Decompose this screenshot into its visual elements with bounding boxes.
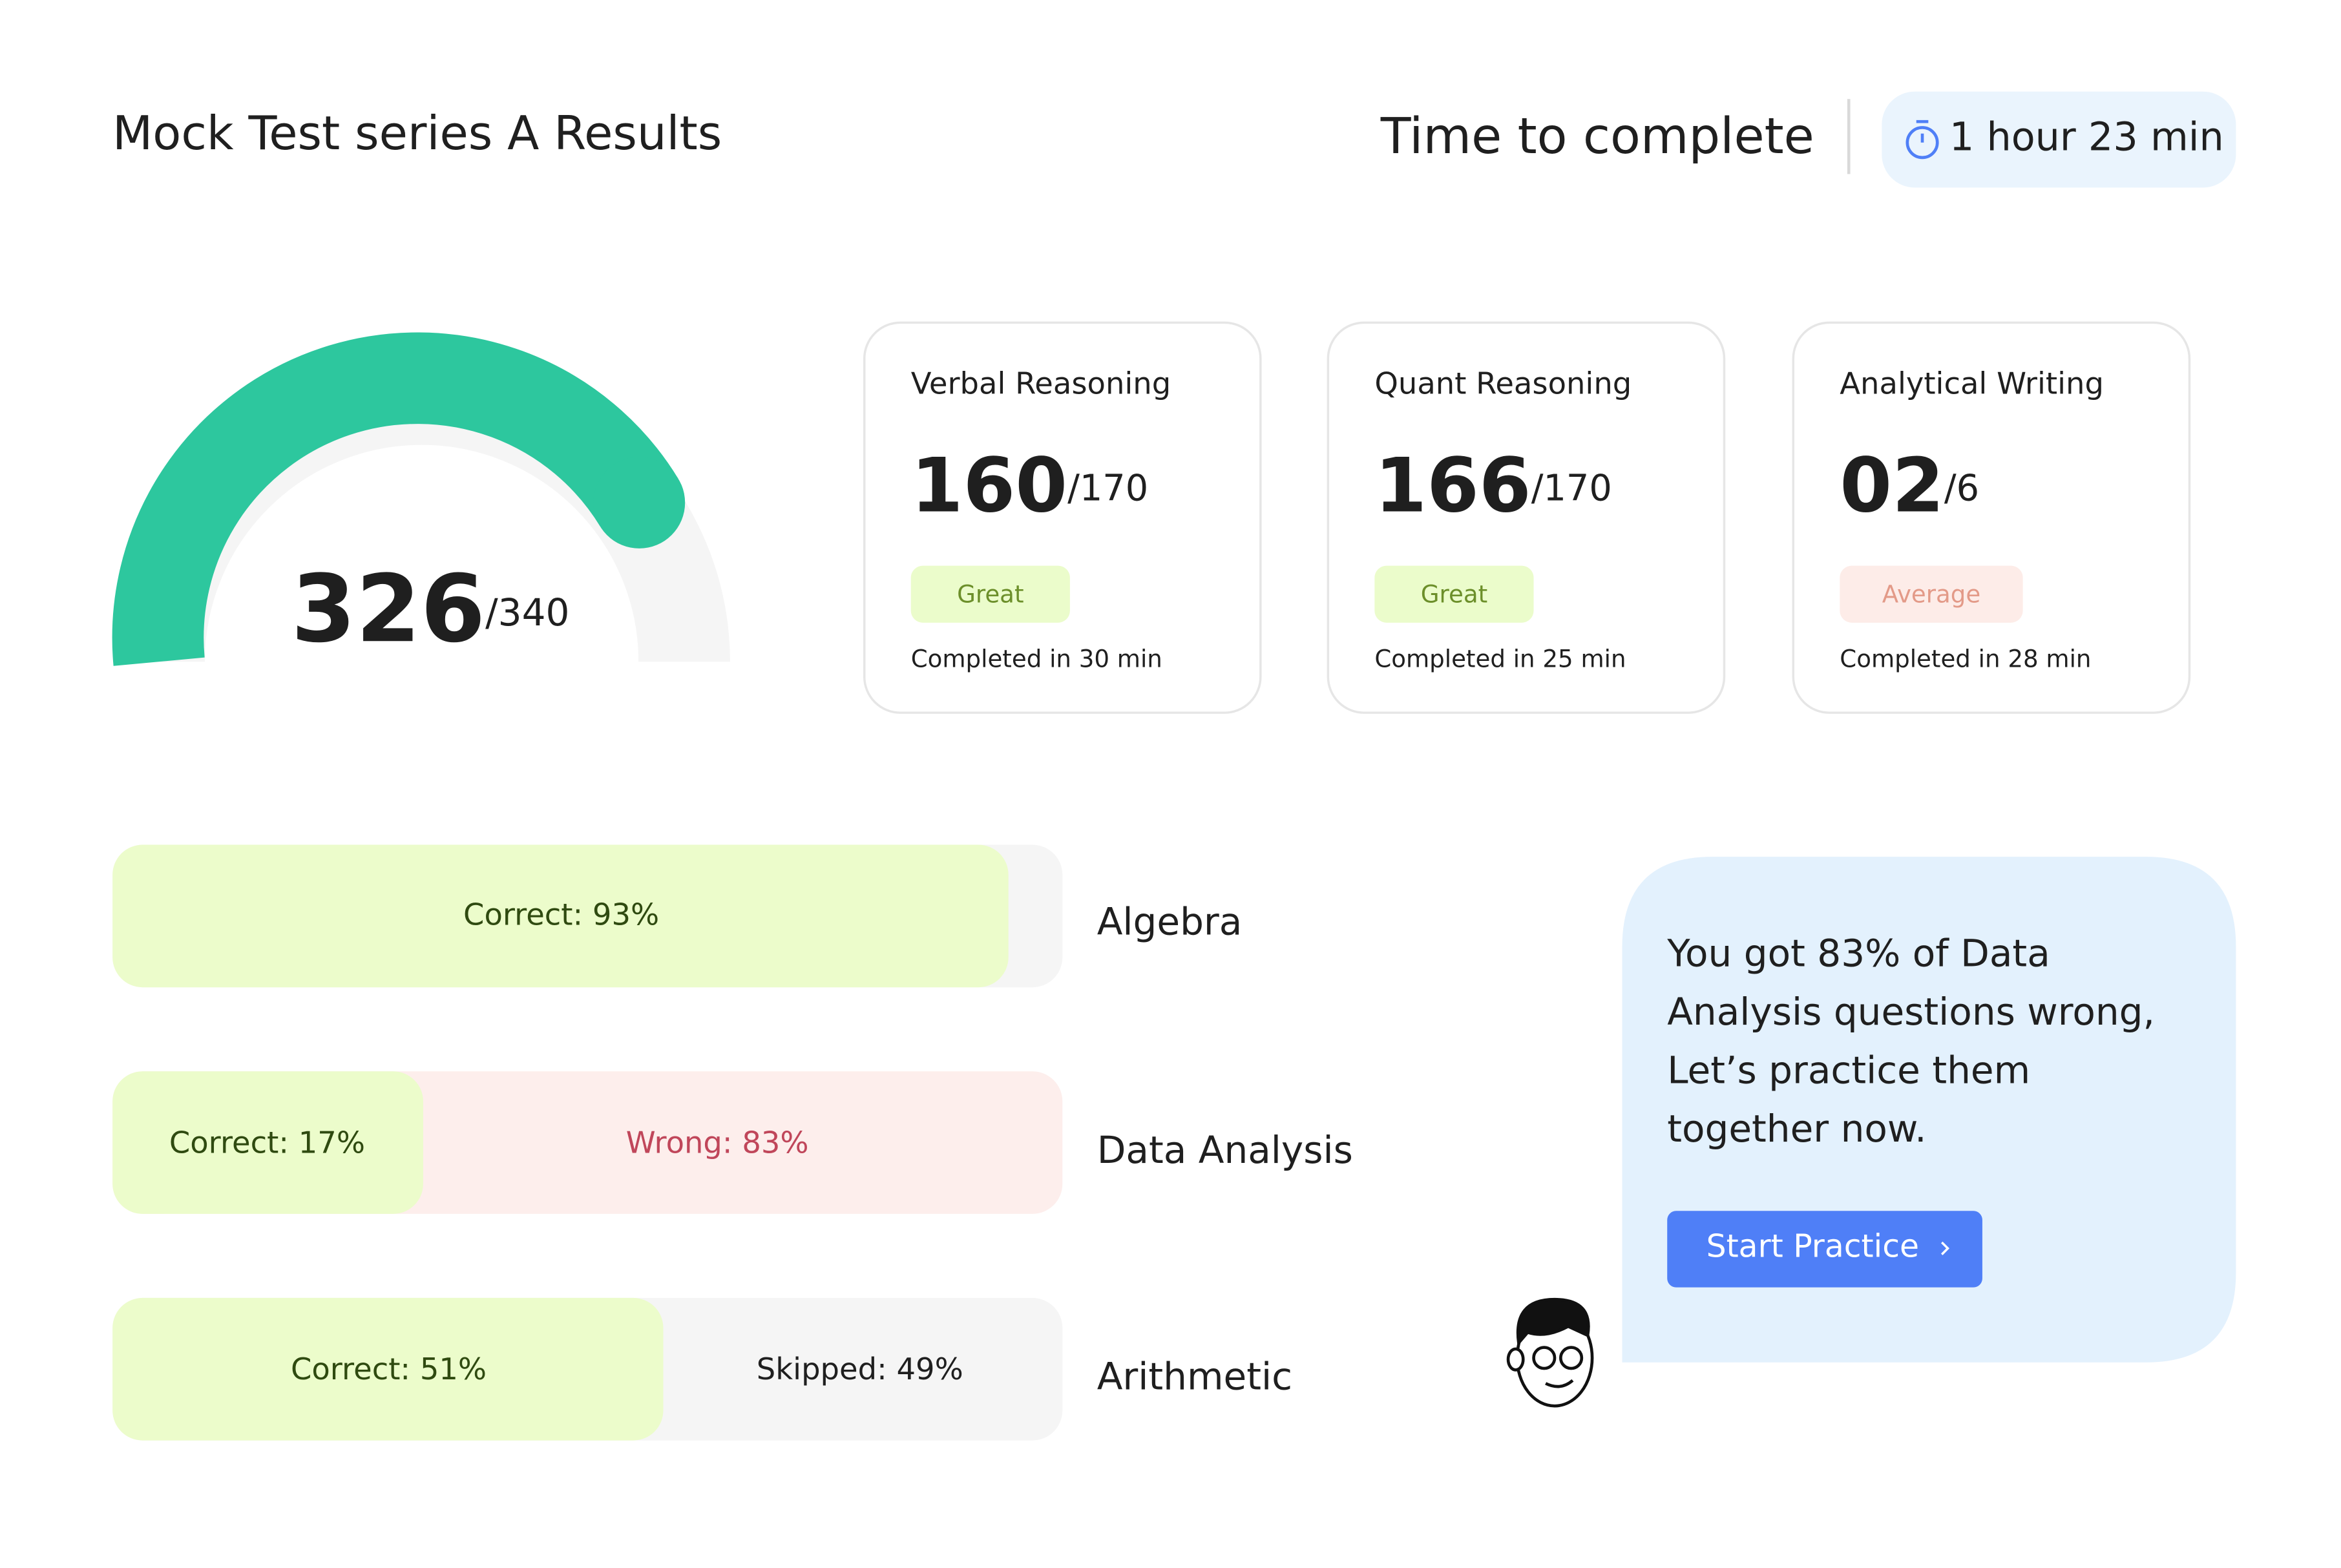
bar-segment xyxy=(112,1071,423,1214)
svg-text:02/6: 02/6 xyxy=(1840,442,1979,529)
score-max: /340 xyxy=(485,591,569,634)
card-completed: Completed in 25 min xyxy=(1374,645,1626,673)
card-max: /6 xyxy=(1944,468,1979,510)
time-pill xyxy=(1882,91,2236,188)
card-max: /170 xyxy=(1067,468,1148,510)
card: Quant Reasoning 166/170 Great Completed … xyxy=(1327,321,1726,714)
badge-text: Great xyxy=(957,581,1024,609)
message-line: Analysis questions wrong, xyxy=(1667,990,2155,1034)
message-line: together now. xyxy=(1667,1107,1926,1151)
message-line: You got 83% of Data xyxy=(1666,932,2050,976)
time-label: Time to complete xyxy=(1380,108,1814,165)
score: 326 xyxy=(291,554,486,663)
topic-name: Algebra xyxy=(1097,900,1243,944)
chevron-icon xyxy=(1941,1241,1949,1255)
clock-icon xyxy=(1905,120,1939,160)
card-max: /170 xyxy=(1531,468,1612,510)
bar-segment xyxy=(112,1297,664,1441)
card-completed: Completed in 30 min xyxy=(911,645,1162,673)
card-score: 160 xyxy=(911,442,1067,529)
badge xyxy=(1840,565,2023,623)
card-title: Quant Reasoning xyxy=(1374,366,1632,401)
topic-name: Data Analysis xyxy=(1097,1128,1353,1172)
card-completed: Completed in 28 min xyxy=(1840,645,2091,673)
card-title: Verbal Reasoning xyxy=(911,366,1171,401)
card: Verbal Reasoning 160/170 Great Completed… xyxy=(863,321,1262,714)
badge xyxy=(910,565,1070,623)
button-text[interactable]: Start Practice xyxy=(1706,1228,1919,1264)
topic-name: Arithmetic xyxy=(1097,1354,1292,1398)
bar-segment xyxy=(112,844,1009,988)
segment-label: Correct: 93% xyxy=(463,897,659,932)
svg-text:166/170: 166/170 xyxy=(1374,442,1612,529)
page-title: Mock Test series A Results xyxy=(112,106,722,160)
card-title: Analytical Writing xyxy=(1840,366,2104,401)
badge xyxy=(1374,565,1534,623)
message-line: Let’s practice them xyxy=(1667,1049,2030,1092)
badge-text: Great xyxy=(1421,581,1487,609)
svg-text:160/170: 160/170 xyxy=(911,442,1148,529)
segment-label: Skipped: 49% xyxy=(757,1352,963,1386)
card: Analytical Writing 02/6 Average Complete… xyxy=(1792,321,2191,714)
total-score: 326/340 xyxy=(291,554,570,663)
badge-text: Average xyxy=(1882,581,1981,609)
segment-label: Correct: 51% xyxy=(291,1352,487,1386)
gauge-cap xyxy=(593,457,686,549)
gauge-fill xyxy=(112,332,678,666)
card-score: 02 xyxy=(1840,442,1944,529)
segment-label: Correct: 17% xyxy=(169,1125,365,1160)
start-practice-button[interactable]: Start Practice xyxy=(1667,1211,1982,1288)
avatar xyxy=(1506,1297,1594,1408)
time-value: 1 hour 23 min xyxy=(1949,115,2224,160)
segment-label: Wrong: 83% xyxy=(626,1125,809,1160)
button-bg[interactable] xyxy=(1667,1211,1982,1288)
card-score: 166 xyxy=(1374,442,1531,529)
